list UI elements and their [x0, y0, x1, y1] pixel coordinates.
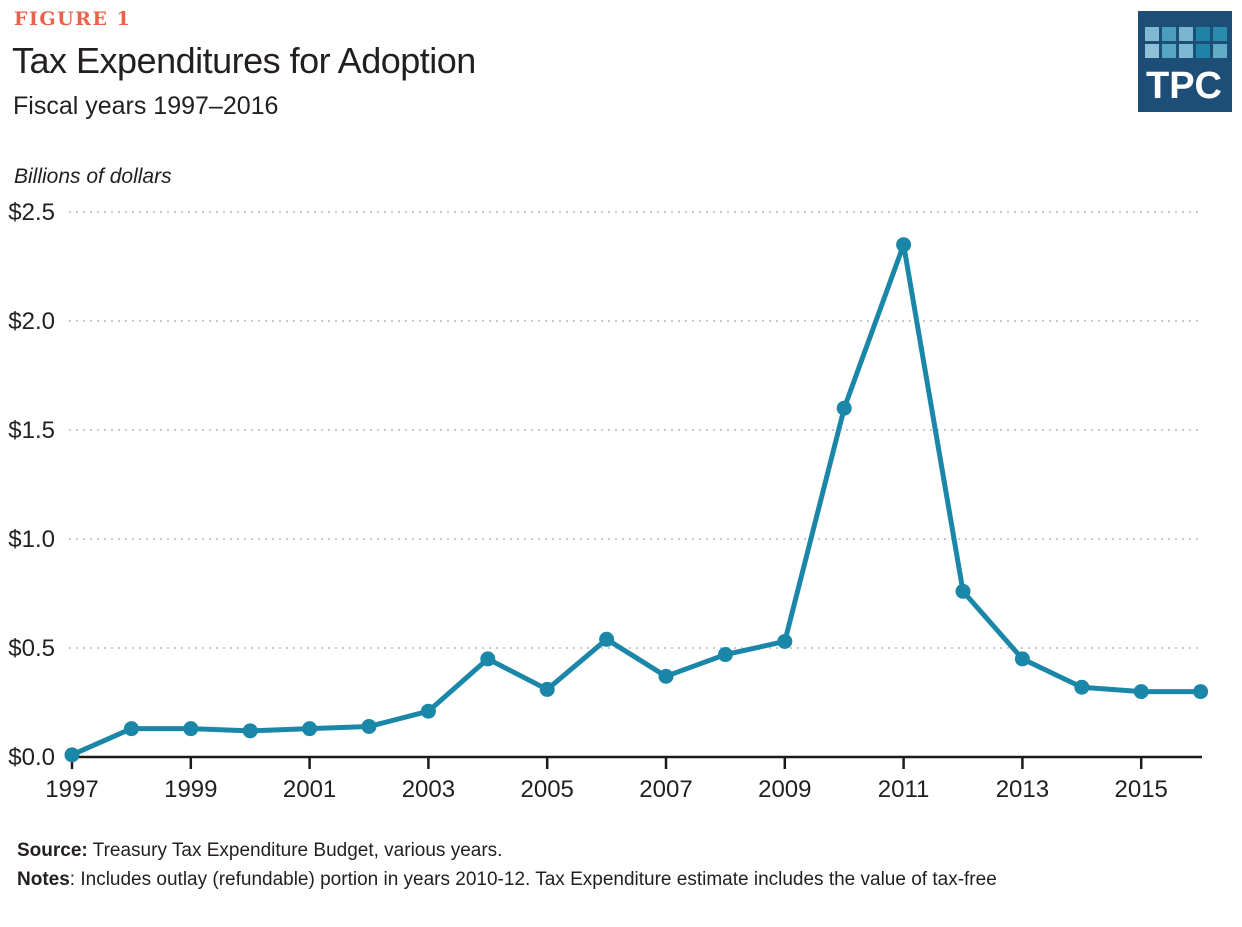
- logo-square-icon: [1162, 27, 1176, 41]
- source-text: Treasury Tax Expenditure Budget, various…: [87, 840, 503, 861]
- data-point: [64, 747, 80, 763]
- data-point: [955, 583, 971, 599]
- logo-square-icon: [1179, 44, 1193, 58]
- logo-square-icon: [1179, 27, 1193, 41]
- tpc-logo-text: TPC: [1146, 65, 1222, 107]
- source-label: Source:: [17, 840, 88, 861]
- data-point: [1193, 684, 1209, 700]
- logo-square-icon: [1162, 44, 1176, 58]
- x-tick-label: 2011: [878, 776, 930, 803]
- y-tick-label: $0.5: [8, 635, 55, 662]
- data-point: [836, 400, 852, 416]
- x-tick-label: 2005: [521, 776, 574, 803]
- data-line: [69, 242, 1204, 758]
- data-point: [480, 651, 496, 667]
- data-point: [658, 668, 674, 684]
- logo-square-icon: [1145, 44, 1159, 58]
- data-point: [361, 718, 377, 734]
- y-tick-label: $1.0: [8, 526, 55, 553]
- tpc-logo-squares-icon: [1145, 27, 1227, 58]
- page-title: Tax Expenditures for Adoption: [12, 40, 476, 81]
- data-point: [123, 721, 139, 737]
- figure-label: FIGURE 1: [14, 8, 132, 30]
- logo-square-icon: [1196, 27, 1210, 41]
- y-tick-label: $1.5: [8, 417, 55, 444]
- data-point: [1133, 684, 1149, 700]
- logo-square-icon: [1213, 27, 1227, 41]
- source-line: Source: Treasury Tax Expenditure Budget,…: [17, 836, 997, 865]
- data-point: [1074, 679, 1090, 695]
- data-point: [183, 721, 199, 737]
- x-tick-label: 2013: [996, 776, 1049, 803]
- data-point: [777, 633, 793, 649]
- data-point: [242, 723, 258, 739]
- notes-line: Notes: Includes outlay (refundable) port…: [17, 865, 997, 894]
- x-tick-label: 2007: [639, 776, 692, 803]
- x-tick-label: 2015: [1115, 776, 1168, 803]
- x-tick-label: 2003: [402, 776, 455, 803]
- y-tick-label: $2.0: [8, 308, 55, 335]
- logo-square-icon: [1196, 44, 1210, 58]
- logo-square-icon: [1213, 44, 1227, 58]
- data-point: [302, 721, 318, 737]
- logo-square-icon: [1145, 27, 1159, 41]
- y-axis-title: Billions of dollars: [14, 165, 172, 188]
- data-point: [717, 647, 733, 663]
- x-tick-label: 1999: [164, 776, 217, 803]
- footer-notes: Source: Treasury Tax Expenditure Budget,…: [17, 836, 997, 894]
- chart-subtitle: Fiscal years 1997–2016: [13, 92, 279, 120]
- tpc-logo: TPC: [1138, 11, 1232, 112]
- data-point: [599, 631, 615, 647]
- data-point: [1014, 651, 1030, 667]
- notes-text: : Includes outlay (refundable) portion i…: [69, 869, 997, 890]
- data-point: [896, 237, 912, 253]
- notes-label: Notes: [17, 869, 70, 890]
- y-tick-label: $2.5: [8, 199, 55, 226]
- x-tick-label: 1997: [45, 776, 98, 803]
- y-tick-label: $0.0: [8, 744, 55, 771]
- data-point: [539, 681, 555, 697]
- x-tick-label: 2001: [283, 776, 336, 803]
- data-point: [420, 703, 436, 719]
- x-tick-label: 2009: [758, 776, 811, 803]
